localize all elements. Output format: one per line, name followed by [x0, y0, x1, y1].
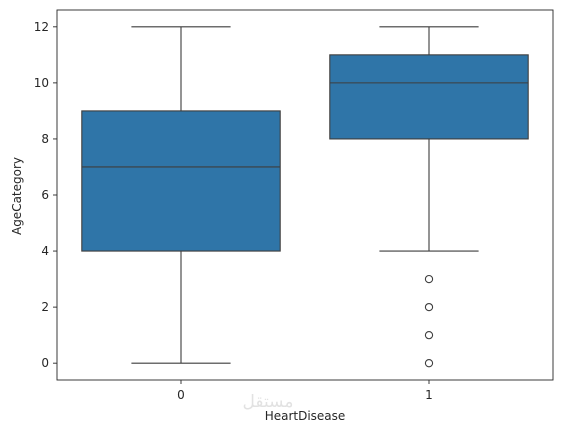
- y-tick-label: 6: [41, 188, 49, 202]
- y-tick-label: 8: [41, 132, 49, 146]
- x-tick-label: 0: [177, 388, 185, 402]
- y-axis-title: AgeCategory: [10, 157, 24, 235]
- x-axis-title: HeartDisease: [265, 409, 346, 423]
- axes: 0 2 4 6 8 10 12 0 1: [34, 9, 554, 402]
- box-group-1: [329, 54, 529, 140]
- y-tick-label: 4: [41, 244, 49, 258]
- y-tick-label: 2: [41, 300, 49, 314]
- x-tick-label: 1: [425, 388, 433, 402]
- y-tick-label: 0: [41, 356, 49, 370]
- y-tick-label: 10: [34, 76, 49, 90]
- outlier-point-group-1: [424, 274, 434, 284]
- watermark-logo: مستقل: [243, 392, 294, 412]
- y-tick-label: 12: [34, 20, 49, 34]
- outlier-point-group-1: [424, 331, 434, 340]
- outlier-point-group-1: [424, 302, 434, 312]
- box-group-0: [81, 110, 281, 252]
- plot-area: [81, 26, 529, 368]
- outlier-point-group-1: [424, 359, 434, 368]
